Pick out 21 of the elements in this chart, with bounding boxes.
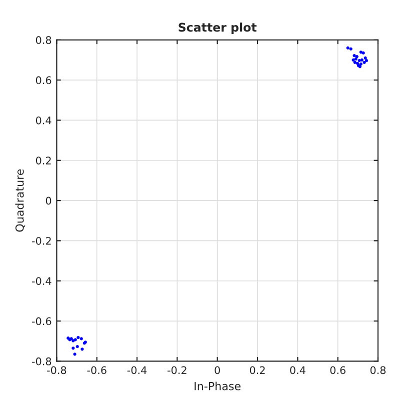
- y-tick-label: -0.4: [32, 277, 52, 285]
- x-tick-label: 0.4: [290, 366, 306, 374]
- y-tick-label: -0.2: [32, 236, 51, 245]
- y-tick-label: 0.6: [36, 76, 52, 84]
- y-tick-label: -0.8: [32, 357, 52, 366]
- x-tick-label: 0.6: [330, 366, 346, 374]
- y-tick-label: 0: [46, 196, 52, 205]
- x-tick-label: -0.6: [87, 366, 106, 374]
- x-tick-label: -0.2: [168, 366, 186, 374]
- chart-title: Scatter plot: [178, 22, 257, 34]
- x-tick-label: -0.8: [47, 366, 66, 374]
- x-axis-title: In-Phase: [194, 382, 241, 390]
- x-tick-label: -0.4: [127, 366, 147, 374]
- x-tick-label: 0.8: [370, 366, 386, 374]
- y-tick-label: -0.6: [32, 317, 52, 326]
- x-tick-label: 0.2: [250, 366, 265, 374]
- y-axis-title: Quadrature: [15, 169, 26, 232]
- y-tick-label: 0.2: [36, 156, 51, 164]
- x-tick-label: 0: [214, 366, 220, 374]
- y-tick-label: 0.4: [36, 116, 52, 124]
- y-tick-label: 0.8: [36, 36, 52, 44]
